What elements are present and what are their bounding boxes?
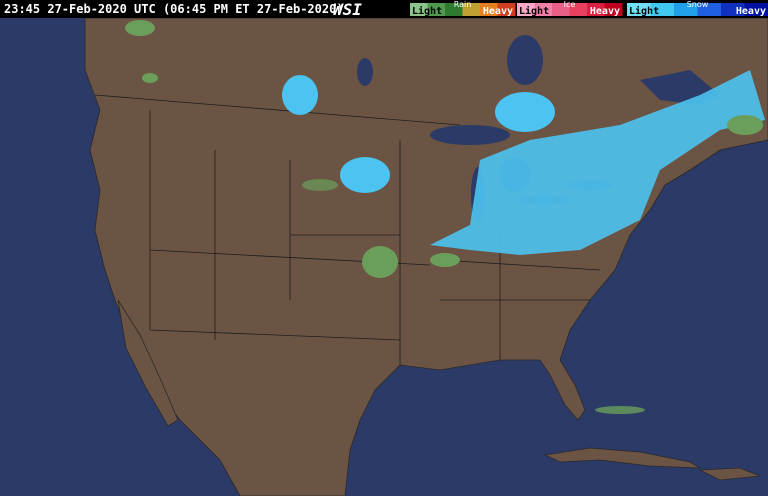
legend-swatch (674, 3, 698, 16)
legend-swatch (721, 3, 745, 16)
legend-light: Light (519, 5, 549, 17)
legend: Light Heavy Rain Light Heavy Ice Light Heavy Sno… (410, 0, 768, 17)
precipitation (125, 20, 765, 414)
legend-swatch (697, 3, 722, 16)
legend-swatch (445, 3, 463, 16)
legend-category: Snow (687, 0, 709, 9)
borders (94, 94, 601, 365)
legend-swatch (427, 3, 446, 16)
legend-swatch (569, 3, 588, 16)
legend-category: Rain (454, 0, 472, 9)
legend-swatch (627, 3, 651, 16)
legend-swatch (552, 3, 570, 16)
legend-heavy: Heavy (590, 6, 620, 17)
legend-swatch (604, 3, 623, 16)
legend-light: Light (412, 5, 442, 17)
legend-swatch (744, 3, 768, 16)
legend-heavy: Heavy (483, 6, 513, 17)
legend-swatch (650, 3, 675, 16)
legend-category: Ice (564, 0, 576, 9)
legend-swatch (497, 3, 516, 16)
logo: WSI (333, 0, 362, 19)
legend-heavy: Heavy (736, 6, 766, 17)
legend-swatch (534, 3, 553, 16)
legend-light: Light (629, 5, 659, 17)
legend-swatch (517, 3, 535, 16)
legend-swatch (587, 3, 605, 16)
legend-swatch (410, 3, 428, 16)
legend-swatch (480, 3, 498, 16)
timestamp: 23:45 27-Feb-2020 UTC (06:45 PM ET 27-Fe… (4, 2, 344, 16)
legend-swatch (462, 3, 481, 16)
